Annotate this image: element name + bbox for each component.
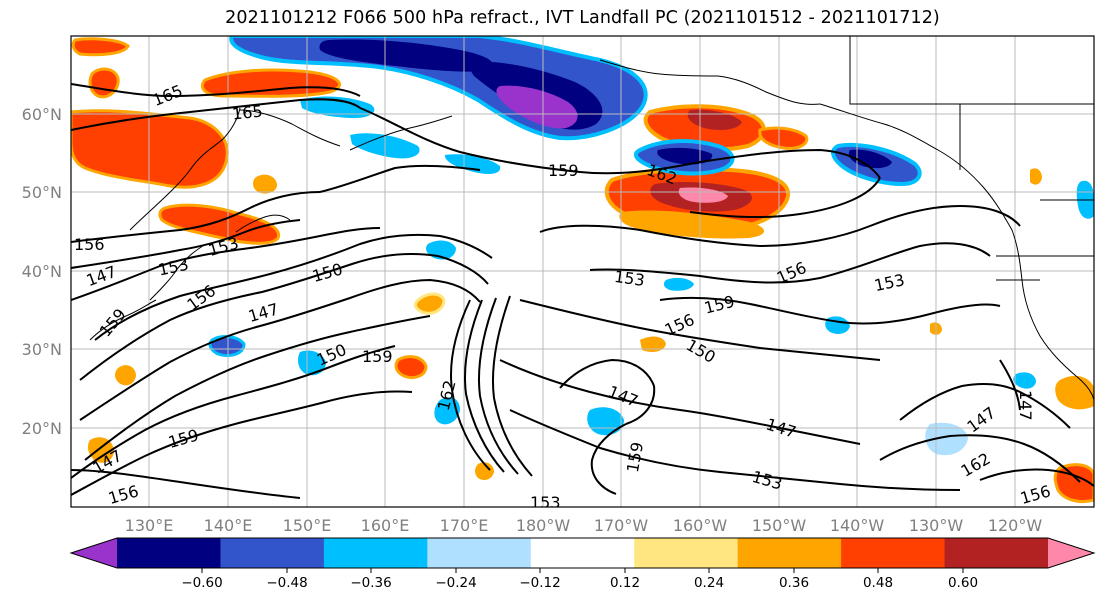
- lon-label: 130°E: [125, 516, 174, 535]
- negative-anomaly-region: [298, 350, 326, 376]
- lon-label: 120°W: [988, 516, 1043, 535]
- lon-label: 150°E: [283, 516, 332, 535]
- positive-anomaly-region: [253, 174, 278, 194]
- colorbar-ticks: [201, 568, 964, 573]
- map-frame: [70, 35, 1095, 508]
- colorbar-outline: [69, 537, 1096, 569]
- colorbar-cell: [117, 538, 221, 568]
- lon-label: 170°W: [594, 516, 649, 535]
- colorbar: −0.60 −0.48 −0.36 −0.24 −0.12 0.12 0.24 …: [69, 537, 1096, 591]
- contour-label: 156: [74, 235, 105, 254]
- lon-label: 140°E: [204, 516, 253, 535]
- lon-label: 160°W: [673, 516, 728, 535]
- negative-anomaly-region: [444, 154, 501, 174]
- positive-anomaly-region: [413, 292, 446, 315]
- colorbar-labels: −0.60 −0.48 −0.36 −0.24 −0.12 0.12 0.24 …: [181, 575, 978, 591]
- contour-label: 153: [530, 493, 561, 512]
- colorbar-tick-label: 0.24: [694, 575, 724, 591]
- map-title: 2021101212 F066 500 hPa refract., IVT La…: [225, 8, 940, 28]
- colorbar-tick-label: −0.24: [435, 575, 476, 591]
- colorbar-cell: [323, 538, 428, 568]
- lat-label: 50°N: [22, 183, 62, 202]
- colorbar-tick-label: −0.36: [350, 575, 391, 591]
- lon-label: 130°W: [909, 516, 964, 535]
- colorbar-cell: [427, 538, 532, 568]
- colorbar-tick-label: 0.12: [610, 575, 640, 591]
- positive-anomaly-region: [475, 462, 494, 480]
- colorbar-cell: [737, 538, 842, 568]
- colorbar-cell: [220, 538, 325, 568]
- lat-label: 20°N: [22, 419, 62, 438]
- longitude-labels: 130°E 140°E 150°E 160°E 170°E 180°W 170°…: [125, 516, 1043, 535]
- lon-label: 150°W: [752, 516, 807, 535]
- negative-anomaly-region: [1013, 372, 1036, 389]
- contour-label: 153: [613, 267, 646, 290]
- positive-anomaly-region: [71, 37, 130, 57]
- colorbar-cells: [117, 538, 1049, 568]
- negative-anomaly-region: [496, 85, 578, 129]
- lat-label: 40°N: [22, 262, 62, 281]
- positive-anomaly-region: [619, 210, 765, 239]
- positive-anomaly-region: [200, 68, 341, 98]
- negative-anomaly-region: [319, 39, 493, 72]
- graticule: [71, 36, 1094, 507]
- negative-anomaly-region: [848, 149, 892, 169]
- positive-anomaly-region: [687, 109, 742, 130]
- positive-anomaly-region: [158, 203, 281, 245]
- contour-label: 159: [362, 347, 393, 366]
- lon-label: 170°E: [440, 516, 489, 535]
- negative-anomaly-region: [663, 277, 694, 291]
- colorbar-tick-label: 0.60: [948, 575, 978, 591]
- negative-anomaly-region: [300, 96, 375, 118]
- positive-anomaly-region: [115, 365, 136, 386]
- colorbar-tick-label: −0.60: [181, 575, 222, 591]
- colorbar-extend-high: [1048, 538, 1094, 568]
- negative-anomaly-region: [657, 147, 713, 165]
- latitude-labels: 60°N 50°N 40°N 30°N 20°N: [22, 105, 62, 438]
- positive-anomaly-region: [394, 355, 428, 380]
- contour-label: 147: [1016, 390, 1035, 421]
- colorbar-extend-low: [71, 538, 117, 568]
- lat-label: 30°N: [22, 340, 62, 359]
- lon-label: 160°E: [361, 516, 410, 535]
- colorbar-tick-label: −0.48: [266, 575, 307, 591]
- colorbar-tick-label: −0.12: [519, 575, 560, 591]
- positive-anomaly-region: [678, 187, 728, 203]
- negative-anomaly-region: [208, 335, 246, 358]
- positive-anomaly-region: [758, 126, 809, 150]
- positive-anomaly-region: [1030, 168, 1042, 185]
- contour-lines: [71, 83, 1094, 499]
- positive-anomaly-region: [640, 336, 666, 352]
- colorbar-cell: [530, 538, 635, 568]
- colorbar-tick-label: 0.48: [863, 575, 893, 591]
- colorbar-tick-label: 0.36: [779, 575, 809, 591]
- map-panel: 165 165 159 162 156 153 150 147 156 153 …: [71, 36, 1094, 512]
- lat-label: 60°N: [22, 105, 62, 124]
- colorbar-cell: [634, 538, 739, 568]
- positive-anomaly-region: [88, 67, 120, 99]
- coastlines: [89, 36, 1094, 401]
- colorbar-cell: [841, 538, 946, 568]
- contour-label: 159: [548, 161, 579, 180]
- positive-anomaly-region: [1053, 463, 1094, 504]
- colorbar-cell: [944, 538, 1049, 568]
- lon-label: 140°W: [830, 516, 885, 535]
- contour-label: 165: [231, 102, 263, 124]
- lon-label: 180°W: [516, 516, 571, 535]
